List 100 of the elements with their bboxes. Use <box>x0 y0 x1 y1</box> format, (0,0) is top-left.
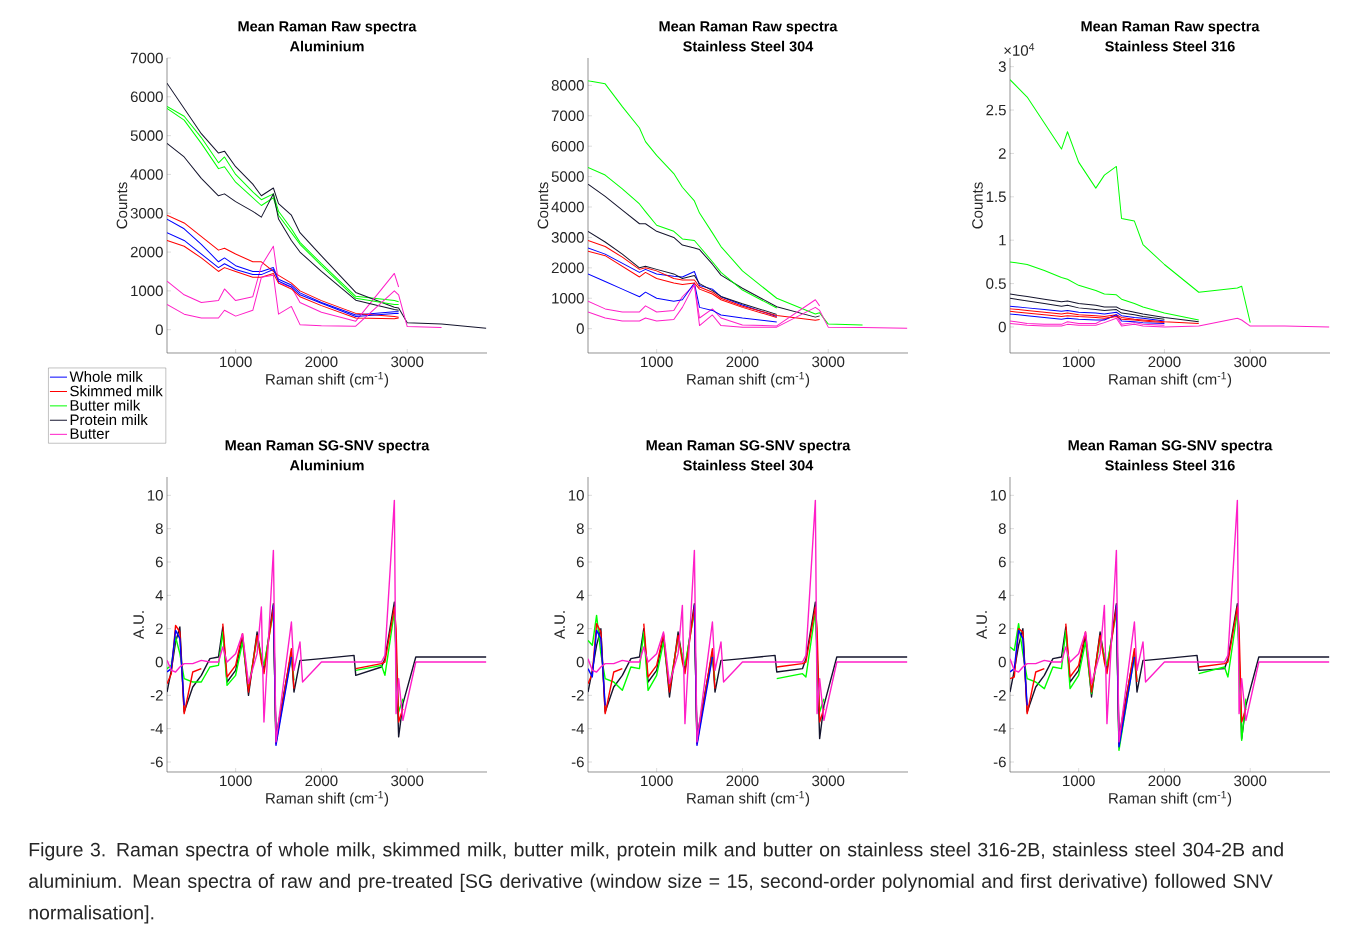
x-tick-label: 2000 <box>726 356 759 368</box>
y-axis-title: Counts <box>537 182 549 229</box>
y-tick-label: 0 <box>155 324 163 336</box>
y-tick-label: -6 <box>993 756 1006 768</box>
y-tick-label: 2 <box>998 148 1006 159</box>
chart-title: Mean Raman SG-SNV spectra <box>1068 440 1273 454</box>
y-tick-label: 0 <box>998 321 1006 333</box>
y-tick-label: 2 <box>998 623 1006 634</box>
y-tick-label: 4000 <box>551 201 584 213</box>
y-tick-label: 7000 <box>130 52 163 64</box>
x-tick-label: 1000 <box>1063 775 1095 787</box>
y-tick-label: 7000 <box>551 110 584 122</box>
x-tick-label: 3000 <box>1234 356 1267 368</box>
y-tick-label: 1.5 <box>986 191 1006 203</box>
x-axis-title: Raman shift (cm$^{-1}$) <box>687 791 810 807</box>
y-tick-label: 8 <box>576 523 584 534</box>
x-tick-label: 2000 <box>305 356 338 368</box>
y-tick-label: 5000 <box>551 171 584 182</box>
y-tick-label: 6 <box>576 556 584 568</box>
y-tick-label: 6000 <box>551 140 584 152</box>
y-tick-label: 8000 <box>551 80 584 91</box>
y-tick-label: 10 <box>147 490 163 501</box>
y-tick-label: 6000 <box>130 91 163 103</box>
legend-label: Protein milk <box>70 414 148 426</box>
y-tick-label: 5000 <box>130 130 163 141</box>
x-tick-label: 3000 <box>812 775 845 787</box>
y-axis-title: A.U. <box>554 611 565 640</box>
y-tick-label: 2000 <box>130 246 163 258</box>
y-tick-label: 0 <box>576 656 584 668</box>
y-tick-label: -6 <box>150 756 163 768</box>
y-tick-label: -6 <box>571 756 584 768</box>
y-tick-label: 4 <box>576 590 585 601</box>
y-axis-title: Counts <box>972 182 983 229</box>
y-tick-label: 6 <box>998 556 1006 568</box>
chart-title: Mean Raman SG-SNV spectra <box>225 440 430 454</box>
legend-label: Butter <box>70 428 110 439</box>
y-tick-label: 3000 <box>551 232 584 243</box>
y-tick-label: 8 <box>998 523 1006 534</box>
x-tick-label: 1000 <box>641 775 673 787</box>
y-tick-label: 3000 <box>130 207 163 219</box>
y-tick-label: 3 <box>998 61 1006 72</box>
chart-title: Mean Raman SG-SNV spectra <box>646 440 851 454</box>
x-axis-title: Raman shift (cm$^{-1}$) <box>687 372 810 388</box>
y-tick-label: 4000 <box>130 169 163 180</box>
chart-subtitle: Aluminium <box>289 459 364 471</box>
x-tick-label: 2000 <box>1148 356 1181 368</box>
legend-label: Whole milk <box>69 370 143 382</box>
chart-subtitle: Stainless Steel 304 <box>683 40 814 52</box>
x-axis-title: Raman shift (cm$^{-1}$) <box>1109 791 1232 807</box>
legend-label: Butter milk <box>70 399 141 411</box>
y-tick-label: 2 <box>576 623 584 634</box>
chart-subtitle: Stainless Steel 304 <box>683 459 814 471</box>
y-tick-label: 2.5 <box>986 104 1006 116</box>
chart-subtitle: Stainless Steel 316 <box>1105 459 1235 471</box>
caption: Figure 3. Raman spectra of whole milk, skimmed milk, butter milk, protein milk and butter on stainless steel 316-2B, stainless steel 304-2B and aluminium. Mean spectra of raw and pre-treated [SG derivative (window size = 15, second-order polynomial and first derivative) followed SNV normalisation]. <box>29 842 1283 924</box>
y-tick-label: 10 <box>568 490 584 501</box>
x-tick-label: 2000 <box>726 775 759 787</box>
y-tick-label: 2 <box>155 623 163 634</box>
x-tick-label: 3000 <box>391 775 424 787</box>
y-tick-label: -4 <box>150 723 164 734</box>
y-axis-title: A.U. <box>133 611 144 640</box>
chart-title: Mean Raman Raw spectra <box>659 21 838 35</box>
legend-label: Skimmed milk <box>70 385 163 397</box>
y-tick-label: 0 <box>155 656 163 668</box>
x-tick-label: 3000 <box>812 356 845 368</box>
x-tick-label: 1000 <box>220 356 252 368</box>
chart-subtitle: Aluminium <box>289 40 364 52</box>
y-tick-label: 4 <box>998 590 1007 601</box>
x-axis-title: Raman shift (cm$^{-1}$) <box>1109 372 1232 388</box>
chart-subtitle: Stainless Steel 316 <box>1105 40 1235 52</box>
y-tick-label: -4 <box>993 723 1007 734</box>
y-axis-title: A.U. <box>976 611 987 640</box>
y-tick-label: 0 <box>998 656 1006 668</box>
x-tick-label: 1000 <box>220 775 252 787</box>
y-tick-label: 6 <box>155 556 163 568</box>
y-tick-label: 8 <box>155 523 163 534</box>
y-tick-label: 0.5 <box>986 278 1006 289</box>
y-axis-title: Counts <box>116 182 128 229</box>
y-tick-label: 4 <box>155 590 164 601</box>
x-axis-title: Raman shift (cm$^{-1}$) <box>266 372 389 388</box>
y-tick-label: -2 <box>993 690 1006 701</box>
y-tick-label: 1000 <box>131 285 163 297</box>
y-tick-label: 10 <box>990 490 1006 501</box>
text: ×10$^{4}$ <box>1004 43 1035 56</box>
chart-title: Mean Raman Raw spectra <box>238 21 417 35</box>
y-tick-label: 1 <box>999 235 1006 246</box>
x-tick-label: 2000 <box>1148 775 1181 787</box>
x-tick-label: 3000 <box>391 356 424 368</box>
y-tick-label: 0 <box>576 323 584 334</box>
x-tick-label: 1000 <box>1063 356 1095 368</box>
y-tick-label: 1000 <box>552 292 584 304</box>
y-tick-label: -4 <box>571 723 585 734</box>
chart-title: Mean Raman Raw spectra <box>1081 21 1260 35</box>
y-tick-label: -2 <box>571 690 584 701</box>
x-axis-title: Raman shift (cm$^{-1}$) <box>266 791 389 807</box>
x-tick-label: 3000 <box>1234 775 1267 787</box>
y-tick-label: -2 <box>150 690 163 701</box>
x-tick-label: 2000 <box>305 775 338 787</box>
y-tick-label: 2000 <box>551 262 584 274</box>
x-tick-label: 1000 <box>641 356 673 368</box>
